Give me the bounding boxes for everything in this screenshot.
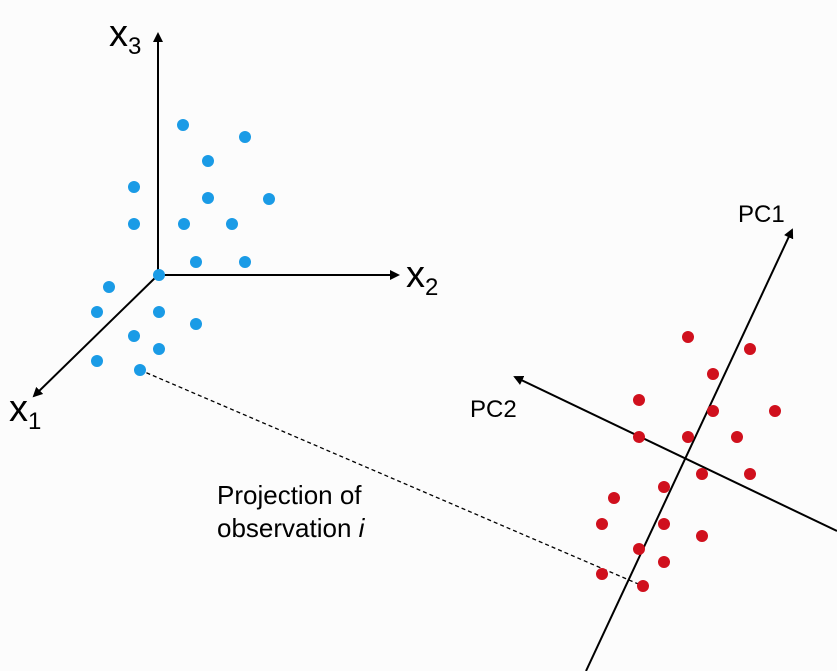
projection-caption: Projection of observation i xyxy=(217,479,457,545)
projected-point xyxy=(596,568,608,580)
observation-point xyxy=(190,318,202,330)
caption-italic-i: i xyxy=(358,513,365,543)
caption-line-2: observation i xyxy=(217,512,457,545)
projected-point xyxy=(682,431,694,443)
x1-label-base: x xyxy=(9,388,28,430)
projected-point xyxy=(658,556,670,568)
x3-axis-label: x3 xyxy=(109,13,141,60)
projected-point xyxy=(633,431,645,443)
projected-point xyxy=(633,543,645,555)
x1-axis xyxy=(32,274,159,398)
projected-point xyxy=(633,394,645,406)
observation-point xyxy=(239,256,251,268)
x2-label-base: x xyxy=(406,254,425,296)
x1-label-sub: 1 xyxy=(28,408,41,435)
original-observations xyxy=(91,119,275,376)
projected-point xyxy=(769,405,781,417)
observation-point xyxy=(177,119,189,131)
observation-point xyxy=(91,355,103,367)
observation-point xyxy=(153,306,165,318)
projected-point xyxy=(707,405,719,417)
projected-point xyxy=(744,343,756,355)
projected-point xyxy=(696,530,708,542)
observation-point xyxy=(263,193,275,205)
projected-point xyxy=(637,580,649,592)
projected-point xyxy=(731,431,743,443)
observation-point xyxy=(134,364,146,376)
observation-point xyxy=(226,218,238,230)
observation-point xyxy=(202,155,214,167)
projected-observations xyxy=(596,331,781,592)
observation-point xyxy=(103,281,115,293)
observation-point xyxy=(128,330,140,342)
observation-point xyxy=(178,218,190,230)
projected-point xyxy=(682,331,694,343)
caption-line-1: Projection of xyxy=(217,480,362,510)
pc1-label: PC1 xyxy=(738,201,785,228)
projected-point xyxy=(707,368,719,380)
pc2-label: PC2 xyxy=(470,396,517,423)
x3-label-sub: 3 xyxy=(128,33,141,60)
x2-axis-label: x2 xyxy=(406,254,438,301)
pc2-axis xyxy=(513,375,837,532)
projected-point xyxy=(658,518,670,530)
pc1-axis xyxy=(585,228,794,671)
observation-point xyxy=(128,181,140,193)
observation-point xyxy=(190,256,202,268)
observation-point xyxy=(91,306,103,318)
observation-point xyxy=(153,269,165,281)
x1-axis-label: x1 xyxy=(9,388,41,435)
caption-line-2-text: observation xyxy=(217,513,359,543)
observation-point xyxy=(128,218,140,230)
observation-point xyxy=(239,131,251,143)
projected-point xyxy=(608,492,620,504)
projected-point xyxy=(658,481,670,493)
projected-point xyxy=(596,518,608,530)
projection-line xyxy=(139,369,644,587)
observation-point xyxy=(153,343,165,355)
projected-point xyxy=(744,468,756,480)
x3-label-base: x xyxy=(109,13,128,55)
x2-label-sub: 2 xyxy=(425,274,438,301)
projected-point xyxy=(696,468,708,480)
observation-point xyxy=(202,192,214,204)
